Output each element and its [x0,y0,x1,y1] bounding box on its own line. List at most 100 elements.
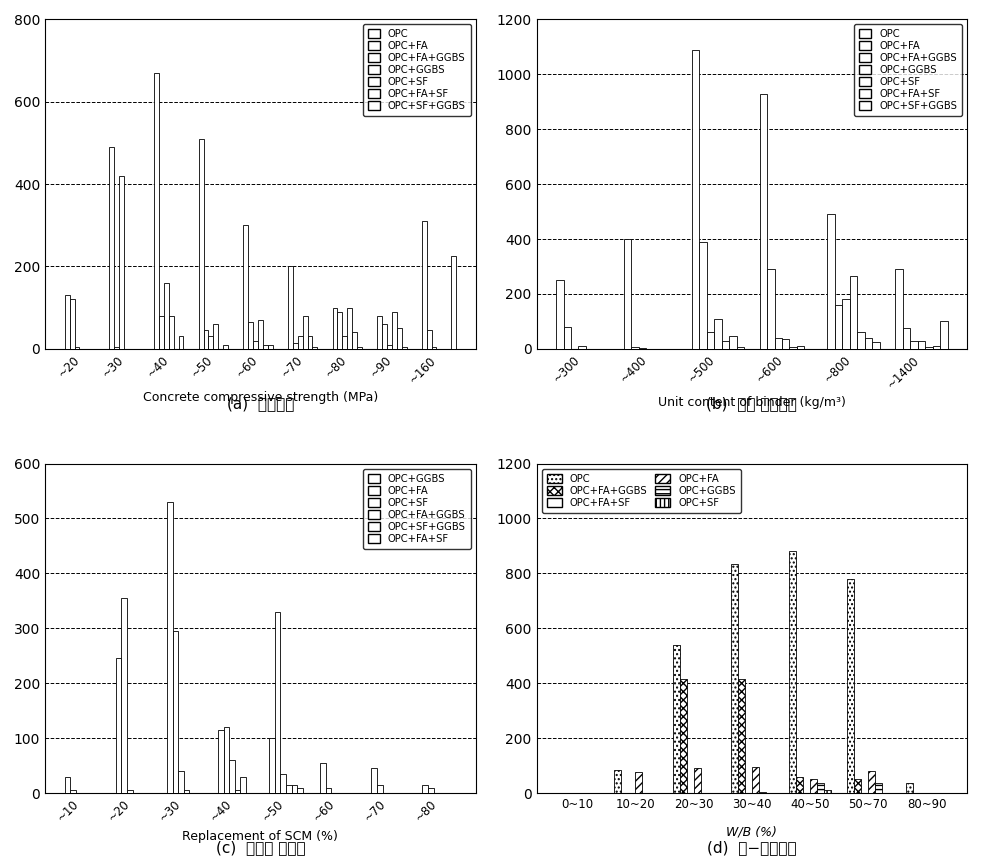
Bar [624,239,632,349]
Bar [320,763,326,793]
Bar [917,340,925,349]
Bar [614,770,621,793]
Bar [790,347,797,349]
Bar [817,783,824,793]
Bar [382,324,387,349]
Bar [925,347,933,349]
Bar [223,345,228,349]
Bar [563,327,571,349]
Bar [213,324,218,349]
Bar [782,339,790,349]
Bar [164,283,169,349]
Bar [940,321,948,349]
Bar [843,299,850,349]
Bar [905,783,912,793]
Legend: OPC+GGBS, OPC+FA, OPC+SF, OPC+FA+GGBS, OPC+SF+GGBS, OPC+FA+SF: OPC+GGBS, OPC+FA, OPC+SF, OPC+FA+GGBS, O… [363,469,471,548]
X-axis label: Replacement of SCM (%): Replacement of SCM (%) [182,830,338,843]
Bar [292,343,297,349]
Bar [109,147,114,349]
Bar [738,679,745,793]
Bar [337,312,342,349]
Bar [673,644,680,793]
Bar [258,320,263,349]
Bar [824,790,831,793]
Bar [636,772,643,793]
Bar [377,785,383,793]
Bar [432,347,437,349]
Bar [287,267,292,349]
Bar [810,779,817,793]
Bar [169,316,174,349]
Bar [70,299,75,349]
Bar [875,783,882,793]
Bar [286,785,291,793]
Bar [114,347,119,349]
Bar [183,790,189,793]
Bar [854,779,861,793]
Bar [326,788,332,793]
Bar [865,338,872,349]
Bar [312,347,317,349]
Bar [428,788,434,793]
Bar [224,727,230,793]
Bar [268,345,273,349]
Bar [371,768,377,793]
Bar [243,225,248,349]
Bar [579,346,586,349]
Bar [167,502,173,793]
Bar [848,578,854,793]
Bar [307,337,312,349]
Bar [680,679,687,793]
Text: (a)  압축강도: (a) 압축강도 [227,396,294,411]
Bar [556,280,563,349]
Bar [198,139,203,349]
Bar [253,340,258,349]
Bar [868,771,875,793]
Bar [248,322,253,349]
Text: (d)  물−결합재비: (d) 물−결합재비 [707,840,797,855]
Bar [872,342,880,349]
Bar [154,73,159,349]
Bar [387,345,391,349]
Legend: OPC, OPC+FA, OPC+FA+GGBS, OPC+GGBS, OPC+SF, OPC+FA+SF, OPC+SF+GGBS: OPC, OPC+FA, OPC+FA+GGBS, OPC+GGBS, OPC+… [854,24,962,117]
Bar [297,337,302,349]
Bar [722,340,729,349]
Bar [230,760,234,793]
Bar [208,337,213,349]
Bar [401,347,406,349]
Bar [333,308,337,349]
Bar [714,319,722,349]
Bar [737,347,744,349]
Text: (c)  혼화재 치환율: (c) 혼화재 치환율 [216,840,305,855]
Bar [706,333,714,349]
Bar [427,330,432,349]
Bar [119,176,124,349]
Bar [159,316,164,349]
Bar [275,612,281,793]
Bar [71,790,76,793]
Bar [759,93,767,349]
Bar [357,347,362,349]
X-axis label: Concrete compressive strength (MPa): Concrete compressive strength (MPa) [143,392,378,405]
Legend: OPC, OPC+FA, OPC+FA+GGBS, OPC+GGBS, OPC+SF, OPC+FA+SF, OPC+SF+GGBS: OPC, OPC+FA, OPC+FA+GGBS, OPC+GGBS, OPC+… [363,24,471,117]
Bar [896,269,903,349]
Bar [850,276,857,349]
Bar [128,790,132,793]
Bar [422,221,427,349]
Bar [827,214,835,349]
Bar [857,333,865,349]
Bar [751,767,759,793]
Bar [759,792,766,793]
Bar [203,330,208,349]
Bar [377,316,382,349]
Bar [122,598,128,793]
Bar [342,337,347,349]
Bar [281,774,286,793]
Bar [797,346,804,349]
Bar [75,347,79,349]
Bar [391,312,396,349]
Bar [218,730,224,793]
Bar [291,785,297,793]
Bar [797,776,803,793]
Bar [632,347,639,349]
